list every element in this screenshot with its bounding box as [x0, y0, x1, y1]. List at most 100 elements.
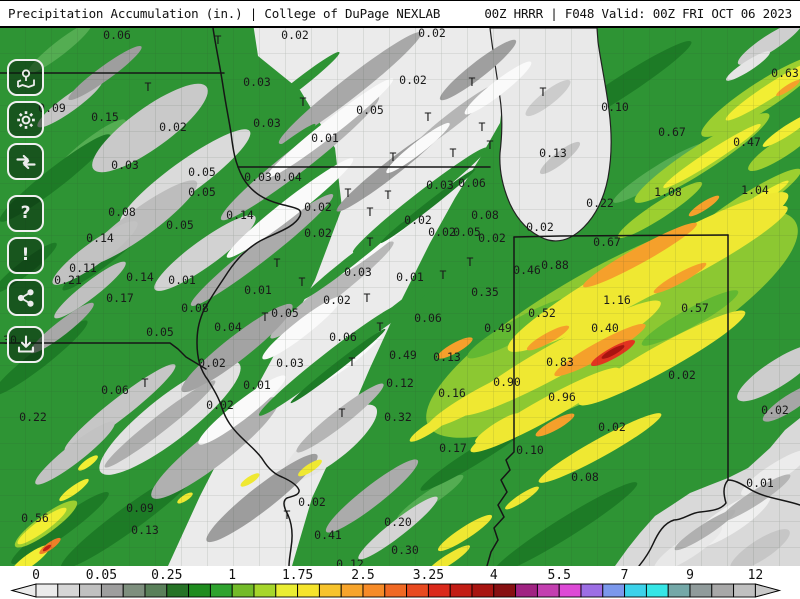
- precip-max-label: 0.02: [304, 226, 332, 240]
- precip-max-label: 0.02: [298, 495, 326, 509]
- precip-max-label: 0.02: [206, 398, 234, 412]
- precip-max-label: 0.30: [391, 543, 419, 557]
- precip-max-label: 0.02: [304, 200, 332, 214]
- precip-max-label: 0.32: [384, 410, 412, 424]
- precip-max-label: 0.10: [601, 100, 629, 114]
- scale-segment: [624, 583, 647, 598]
- scale-arrow-left: [10, 583, 37, 598]
- precip-max-label: 0.02: [598, 420, 626, 434]
- map-location-button[interactable]: [7, 59, 44, 96]
- scale-tick-label: 2.5: [351, 568, 374, 583]
- trace-label: T: [467, 255, 474, 269]
- settings-button[interactable]: [7, 101, 44, 138]
- precip-max-label: 0.02: [159, 120, 187, 134]
- county-grid: [0, 28, 800, 566]
- precip-max-label: 0.14: [86, 231, 114, 245]
- precip-max-label: 0.47: [733, 135, 761, 149]
- precip-max-label: 0.06: [103, 28, 131, 42]
- precip-max-label: 0.05: [188, 165, 216, 179]
- precip-max-label: 0.52: [528, 306, 556, 320]
- precip-max-label: 0.06: [458, 176, 486, 190]
- precip-max-label: 0.09: [126, 501, 154, 515]
- trace-label: T: [339, 406, 346, 420]
- precip-max-label: 0.05: [271, 306, 299, 320]
- alerts-button[interactable]: !: [7, 237, 44, 274]
- map-location-icon: [16, 68, 35, 88]
- precip-max-label: 0.02: [668, 368, 696, 382]
- precip-max-label: 0.83: [546, 355, 574, 369]
- precip-max-label: 0.03: [426, 178, 454, 192]
- precip-max-label: 0.49: [484, 321, 512, 335]
- help-button[interactable]: ?: [7, 195, 44, 232]
- precip-max-label: 0.05: [146, 325, 174, 339]
- trace-label: T: [284, 508, 291, 522]
- download-button[interactable]: [7, 326, 44, 363]
- precip-max-label: 0.03: [244, 170, 272, 184]
- precip-max-label: 0.08: [181, 301, 209, 315]
- scale-tick-label: 12: [748, 568, 764, 583]
- precip-max-label: 0.14: [126, 270, 154, 284]
- precip-max-label: 0.17: [106, 291, 134, 305]
- precip-max-label: 0.49: [389, 348, 417, 362]
- precip-max-label: 0.01: [746, 476, 774, 490]
- precip-max-label: 0.56: [21, 511, 49, 525]
- precip-max-label: 0.08: [471, 208, 499, 222]
- precip-max-label: 0.03: [344, 265, 372, 279]
- trace-label: T: [390, 150, 397, 164]
- precip-color-scale: 0 0.05 0.25 1 1.75 2.5 3.25 4 5.5 7 9 12: [10, 568, 782, 598]
- alert-exclamation-icon: !: [21, 245, 30, 265]
- scale-segment: [536, 583, 560, 598]
- precip-max-label: 0.22: [19, 410, 47, 424]
- precip-max-label: 0.14: [226, 208, 254, 222]
- scale-tick-label: 4: [490, 568, 498, 583]
- trace-label: T: [349, 355, 356, 369]
- trace-label: T: [479, 120, 486, 134]
- title-bar: Precipitation Accumulation (in.) | Colle…: [0, 0, 800, 28]
- precip-max-label: 0.15: [91, 110, 119, 124]
- scale-tick-label: 1.75: [282, 568, 313, 583]
- precip-max-label: 0.06: [329, 330, 357, 344]
- precip-max-label: 0.05: [453, 225, 481, 239]
- precip-max-label: 0.05: [166, 218, 194, 232]
- precip-max-label: 0.16: [438, 386, 466, 400]
- precip-max-label: 0.46: [513, 263, 541, 277]
- precip-max-label: 0.01: [243, 378, 271, 392]
- scale-tick-label: 0: [32, 568, 40, 583]
- scale-segment: [515, 583, 538, 598]
- border-iowa-missouri: [0, 342, 207, 370]
- scale-segment: [340, 583, 364, 598]
- scale-segment: [645, 583, 669, 598]
- trace-label: T: [345, 186, 352, 200]
- precip-max-label: 0.03: [253, 116, 281, 130]
- precip-map[interactable]: 0.06 0.02 T 0.03 0.09 T 0.15 0.02 0.03 T 0.05 0.01 0…: [0, 28, 800, 566]
- precip-max-label: 0.11: [69, 261, 97, 275]
- scale-tick-label: 0.05: [86, 568, 117, 583]
- precip-max-label: 0.02: [281, 28, 309, 42]
- trace-label: T: [487, 138, 494, 152]
- precip-max-label: 0.57: [681, 301, 709, 315]
- trace-label: T: [440, 268, 447, 282]
- trace-label: T: [300, 95, 307, 109]
- trace-label: T: [262, 310, 269, 324]
- border-illinois-indiana-wabash: [486, 236, 515, 566]
- color-scale-bar: 0 0.05 0.25 1 1.75 2.5 3.25 4 5.5 7 9 12: [0, 566, 800, 599]
- share-button[interactable]: [7, 279, 44, 316]
- precip-max-label: 1.04: [741, 183, 769, 197]
- scale-segment: [733, 583, 756, 598]
- scale-segment: [144, 583, 168, 598]
- precip-max-label: 0.41: [314, 528, 342, 542]
- precip-max-label: 0.13: [539, 146, 567, 160]
- scale-segment: [297, 583, 320, 598]
- mississippi-river: [196, 28, 302, 566]
- compare-layers-button[interactable]: [7, 143, 44, 180]
- precip-max-label: 0.12: [386, 376, 414, 390]
- scale-segment: [667, 583, 691, 598]
- precip-max-label: 0.96: [548, 390, 576, 404]
- precip-max-label: 0.88: [541, 258, 569, 272]
- trace-label: T: [425, 110, 432, 124]
- trace-label: T: [469, 75, 476, 89]
- precip-max-label: 0.02: [418, 28, 446, 40]
- scale-segment: [406, 583, 429, 598]
- trace-label: T: [145, 80, 152, 94]
